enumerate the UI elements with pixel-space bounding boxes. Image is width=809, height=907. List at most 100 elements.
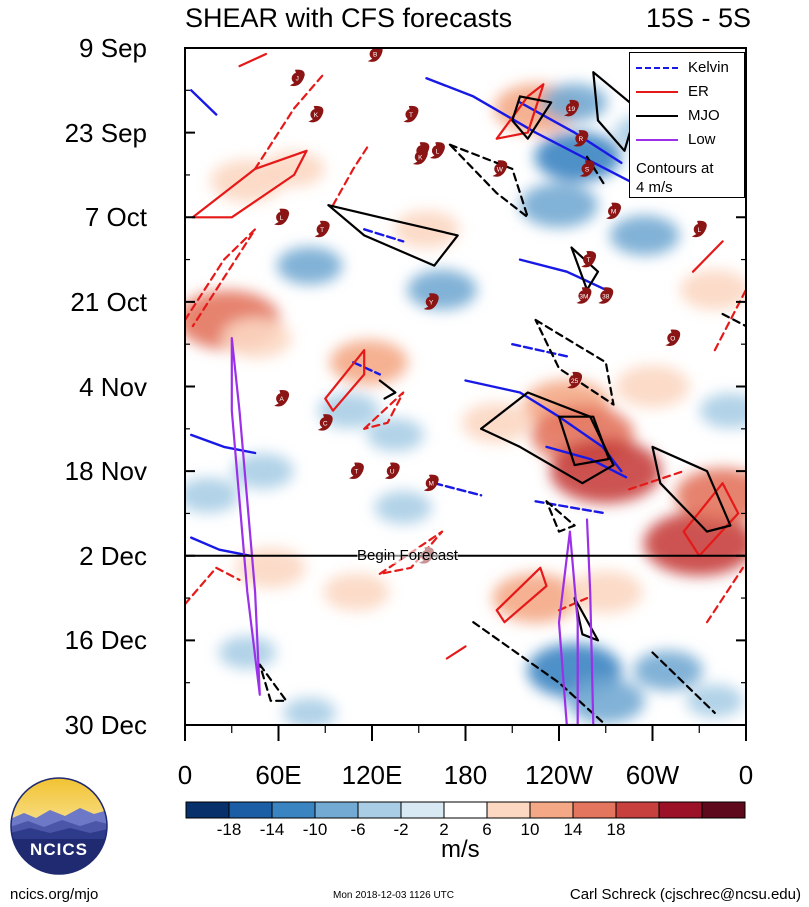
storm-label: 25	[571, 378, 579, 385]
contour-mjo	[258, 663, 288, 702]
storm-eye	[494, 163, 506, 175]
legend-label-low: Low	[688, 131, 716, 148]
contour-low	[557, 530, 579, 725]
ncics-logo[interactable]: NCICS	[10, 777, 108, 875]
storm-label: W	[497, 166, 504, 173]
contour-mjo	[378, 379, 397, 400]
contour-mjo	[472, 621, 607, 725]
colorbar-swatch	[572, 801, 617, 819]
anomaly-blob	[675, 468, 746, 523]
colorbar-swatch	[443, 801, 488, 819]
contour-mjo	[534, 318, 615, 406]
contour-er	[238, 52, 268, 68]
storm-marker: K	[412, 148, 428, 165]
storm-marker: O	[665, 329, 681, 346]
x-tick-label: 120W	[525, 760, 593, 790]
legend: Kelvin ER MJO Low Contours at 4 m/s	[629, 52, 745, 198]
contour-er	[705, 566, 745, 624]
storm-eye	[425, 477, 437, 489]
legend-line-kelvin	[636, 67, 678, 69]
storm-label: T	[409, 112, 413, 119]
colorbar-tick-label: -6	[350, 820, 366, 839]
contour-mjo	[592, 71, 639, 152]
storm-marker: T	[314, 220, 330, 238]
storm-label: M	[429, 481, 434, 488]
storm-marker: L	[691, 220, 707, 238]
anomaly-blob	[366, 418, 424, 452]
anomaly-blob	[520, 182, 598, 228]
contour-mjo	[721, 312, 746, 328]
storm-eye	[276, 211, 288, 223]
contour-er	[254, 71, 327, 170]
colorbar-swatch	[271, 801, 316, 819]
storm-eye	[575, 133, 587, 145]
anomaly-blob	[609, 215, 680, 256]
legend-item-mjo: MJO	[630, 105, 744, 127]
anomaly-blob	[686, 684, 744, 718]
storm-marker: 3M	[576, 287, 592, 304]
anomaly-blob	[568, 570, 643, 614]
anomaly-blob	[393, 210, 460, 249]
x-tick-label: 180	[443, 760, 488, 790]
y-tick-label: 16 Dec	[64, 625, 147, 656]
legend-label-mjo: MJO	[688, 107, 720, 124]
storm-label: C	[323, 420, 328, 427]
contour-er	[185, 566, 241, 606]
contour-low	[230, 337, 261, 696]
contour-er	[713, 288, 746, 352]
storm-label: J	[296, 76, 299, 83]
storm-label: M	[611, 209, 616, 216]
anomaly-blob	[185, 477, 240, 513]
storm-eye	[276, 393, 288, 405]
storm-marker: M	[423, 474, 439, 492]
storm-marker: M	[606, 202, 622, 220]
legend-note: Contours at 4 m/s	[636, 159, 714, 197]
x-tick-label: 0	[177, 760, 193, 790]
colorbar-tick-label: -10	[302, 820, 328, 839]
storm-label: U	[390, 469, 395, 476]
legend-line-low	[636, 139, 678, 141]
colorbar-swatch	[658, 801, 703, 819]
storm-marker: T	[581, 250, 597, 268]
storm-eye	[386, 465, 398, 477]
legend-note-line2: 4 m/s	[636, 179, 673, 196]
anomaly-blob	[566, 678, 645, 724]
legend-item-kelvin: Kelvin	[630, 57, 744, 79]
contour-kelvin	[189, 433, 257, 455]
contour-mjo	[545, 500, 576, 533]
colorbar-tick-label: 2	[439, 820, 449, 839]
storm-eye	[578, 290, 590, 302]
storm-marker: Y	[423, 293, 439, 310]
storm-eye	[316, 223, 328, 235]
storm-label: Y	[429, 299, 434, 306]
storm-label: T	[587, 257, 591, 264]
footer-website-link[interactable]: ncics.org/mjo	[10, 886, 99, 903]
storm-label: A	[279, 396, 284, 403]
storm-marker: L	[274, 208, 290, 226]
storm-label: L	[697, 227, 701, 234]
colorbar-swatch	[615, 801, 660, 819]
legend-label-er: ER	[688, 83, 709, 100]
storm-marker: U	[384, 462, 400, 479]
storm-marker: S	[579, 160, 595, 177]
colorbar-swatch	[400, 801, 445, 819]
storm-eye	[425, 296, 437, 308]
storm-eye	[414, 151, 426, 163]
storm-marker: T	[348, 462, 364, 479]
anomaly-blob	[232, 453, 294, 489]
anomaly-blob	[323, 573, 390, 611]
colorbar-tick-label: -14	[259, 820, 285, 839]
x-tick-label: 0	[738, 760, 754, 790]
anomaly-blob	[680, 269, 746, 310]
anomaly-blob	[492, 573, 579, 623]
colorbar-swatch	[228, 801, 273, 819]
contour-er	[691, 240, 724, 273]
anomaly-blob	[407, 269, 477, 310]
storm-marker: J	[289, 69, 305, 87]
contour-kelvin	[425, 76, 654, 195]
contour-mjo	[448, 143, 529, 219]
contour-er	[682, 482, 740, 557]
colorbar-tick-label: -2	[393, 820, 409, 839]
contour-er	[557, 596, 589, 612]
storm-eye	[291, 72, 303, 84]
